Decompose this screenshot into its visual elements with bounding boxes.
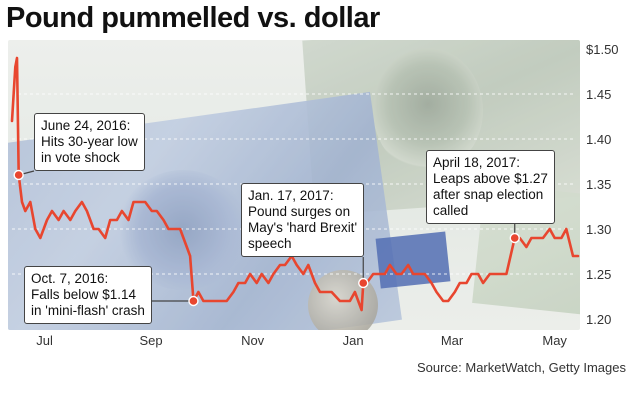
- annotation-june-24: June 24, 2016: Hits 30-year low in vote …: [34, 113, 145, 171]
- annotation-marker: [509, 232, 520, 244]
- annotation-line: called: [433, 203, 469, 218]
- annotation-marker: [13, 169, 24, 181]
- x-tick-label: Mar: [441, 333, 464, 348]
- annotation-line: in vote shock: [41, 150, 120, 165]
- annotation-markers: [13, 169, 520, 307]
- annotation-marker: [358, 277, 369, 289]
- annotation-marker: [188, 295, 199, 307]
- x-tick-label: Sep: [140, 333, 163, 348]
- y-tick-label: 1.40: [586, 132, 611, 147]
- y-axis-ticks: $1.50 1.45 1.40 1.35 1.30 1.25 1.20: [586, 42, 619, 327]
- x-tick-label: May: [542, 333, 567, 348]
- annotation-line: in 'mini-flash' crash: [31, 303, 145, 318]
- annotation-title: Jan. 17, 2017:: [248, 188, 334, 203]
- x-tick-label: Jan: [343, 333, 364, 348]
- annotation-line: speech: [248, 236, 292, 251]
- annotation-oct-7: Oct. 7, 2016: Falls below $1.14 in 'mini…: [24, 266, 152, 324]
- y-tick-label: 1.35: [586, 177, 611, 192]
- source-credit: Source: MarketWatch, Getty Images: [416, 360, 626, 375]
- y-tick-label: 1.20: [586, 312, 611, 327]
- y-tick-label: $1.50: [586, 42, 619, 57]
- annotation-title: April 18, 2017:: [433, 155, 521, 170]
- annotation-line: Leaps above $1.27: [433, 171, 548, 186]
- y-tick-label: 1.45: [586, 87, 611, 102]
- annotation-title: Oct. 7, 2016:: [31, 271, 109, 286]
- x-tick-label: Nov: [241, 333, 265, 348]
- annotation-line: after snap election: [433, 187, 544, 202]
- y-tick-label: 1.25: [586, 267, 611, 282]
- annotation-line: Falls below $1.14: [31, 287, 137, 302]
- x-tick-label: Jul: [36, 333, 53, 348]
- annotation-title: June 24, 2016:: [41, 118, 131, 133]
- x-axis-ticks: Jul Sep Nov Jan Mar May: [36, 333, 567, 348]
- annotation-line: Pound surges on: [248, 204, 351, 219]
- annotation-april-18: April 18, 2017: Leaps above $1.27 after …: [426, 150, 555, 224]
- chart-title: Pound pummelled vs. dollar: [6, 2, 380, 34]
- annotation-line: Hits 30-year low: [41, 134, 138, 149]
- annotation-line: May's 'hard Brexit': [248, 220, 358, 235]
- y-tick-label: 1.30: [586, 222, 611, 237]
- series-line: [10, 56, 580, 312]
- annotation-jan-17: Jan. 17, 2017: Pound surges on May's 'ha…: [241, 183, 365, 257]
